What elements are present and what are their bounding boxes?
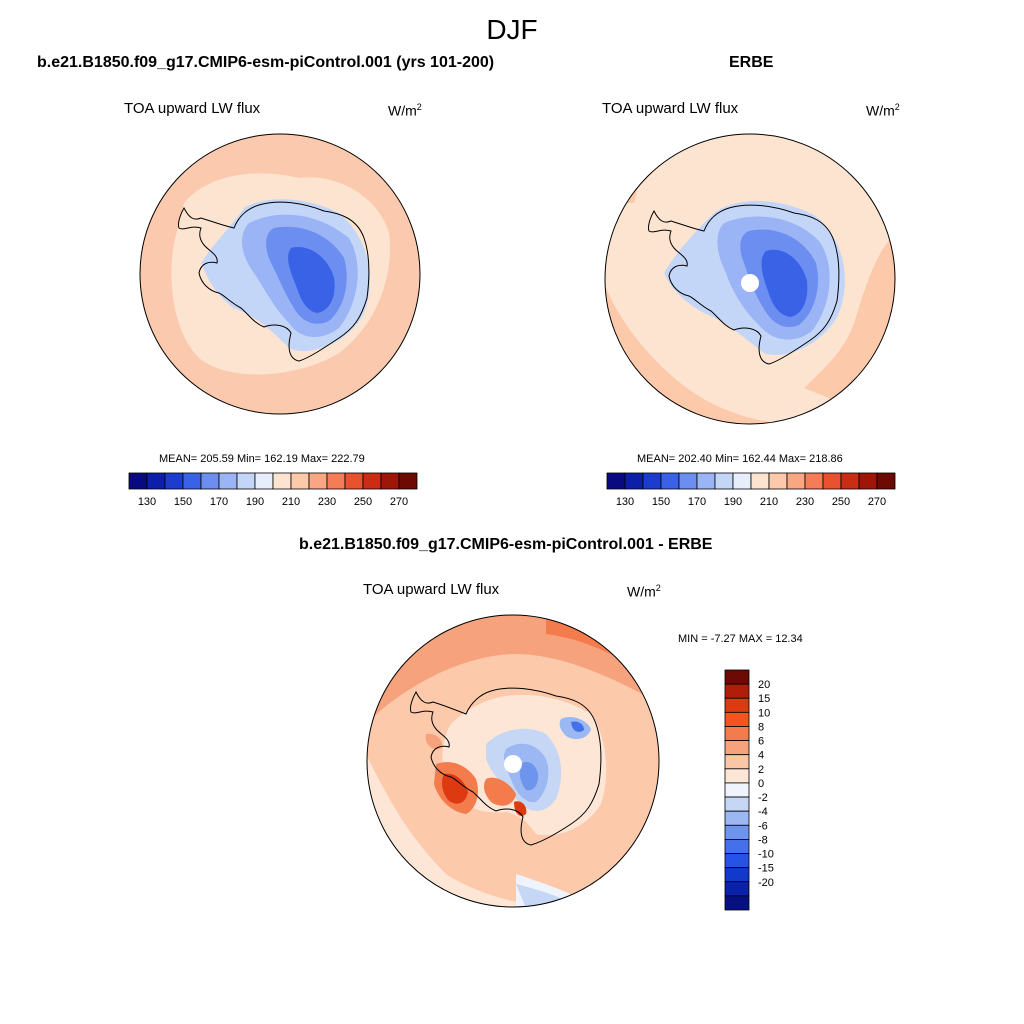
main-title: DJF [486,14,538,45]
colorbar-swatch [272,472,292,490]
colorbar-tick-label: 130 [138,496,156,508]
colorbar-swatch [326,472,346,490]
colorbar-swatch [768,472,788,490]
colorbar-swatch [182,472,202,490]
colorbar-tick-label: 230 [318,496,336,508]
colorbar-tick-label: 230 [796,496,814,508]
colorbar-tick-label: 210 [282,496,300,508]
right-variable-label: TOA upward LW flux [602,100,739,117]
colorbar-tick-label: 250 [354,496,372,508]
diff-variable-label: TOA upward LW flux [363,581,500,598]
right-panel-title: ERBE [729,54,774,71]
colorbar-swatch [724,839,750,854]
colorbar-tick-label: 8 [758,721,764,733]
colorbar-swatch [724,895,750,911]
right-polar-map [604,133,896,425]
colorbar-swatch [724,768,750,784]
colorbar-swatch [624,472,644,490]
colorbar-swatch [724,796,750,812]
colorbar-tick-label: 130 [616,496,634,508]
colorbar-swatch [200,472,220,490]
colorbar-swatch [290,472,310,490]
colorbar-tick-label: 150 [174,496,192,508]
colorbar-tick-label: 150 [652,496,670,508]
colorbar-tick-label: 190 [724,496,742,508]
colorbar-tick-label: -4 [758,806,768,818]
right-colorbar: 130 150 170 190 210 230 250 270 [606,472,896,508]
colorbar-swatch [724,740,750,756]
colorbar-swatch [660,472,680,490]
colorbar-swatch [724,683,750,699]
colorbar-swatch [146,472,166,490]
left-panel-title: b.e21.B1850.f09_g17.CMIP6-esm-piControl.… [37,54,495,71]
colorbar-tick-label: 170 [210,496,228,508]
colorbar-swatch [218,472,238,490]
diff-stats: MIN = -7.27 MAX = 12.34 [678,633,803,645]
colorbar-swatch [724,810,750,826]
right-stats: MEAN= 202.40 Min= 162.44 Max= 218.86 [637,453,843,465]
colorbar-tick-label: -8 [758,834,768,846]
colorbar-tick-label: 190 [246,496,264,508]
colorbar-swatch [128,472,148,490]
colorbar-tick-label: 4 [758,750,764,762]
colorbar-tick-label: 210 [760,496,778,508]
colorbar-swatch [724,867,750,883]
colorbar-swatch [344,472,364,490]
colorbar-tick-label: 20 [758,679,770,691]
colorbar-swatch [724,726,750,741]
left-polar-map [139,133,421,415]
colorbar-swatch [398,472,418,490]
colorbar-tick-label: 6 [758,736,764,748]
left-variable-label: TOA upward LW flux [124,100,261,117]
colorbar-swatch [804,472,824,490]
colorbar-swatch [724,697,750,713]
colorbar-swatch [254,472,274,490]
left-colorbar: 130 150 170 190 210 230 250 270 [128,472,418,508]
colorbar-tick-label: 270 [868,496,886,508]
colorbar-tick-label: 170 [688,496,706,508]
colorbar-tick-label: -2 [758,792,768,804]
colorbar-swatch [236,472,256,490]
colorbar-tick-label: 10 [758,707,770,719]
colorbar-swatch [696,472,716,490]
left-units: W/m2 [388,102,422,119]
colorbar-tick-label: 15 [758,693,770,705]
colorbar-swatch [876,472,896,490]
colorbar-swatch [678,472,698,490]
colorbar-swatch [732,472,752,490]
colorbar-swatch [858,472,878,490]
left-stats: MEAN= 205.59 Min= 162.19 Max= 222.79 [159,453,365,465]
colorbar-tick-label: -10 [758,849,774,861]
colorbar-swatch [724,853,750,869]
colorbar-swatch [380,472,400,490]
colorbar-swatch [822,472,842,490]
colorbar-swatch [724,669,750,685]
colorbar-tick-label: 250 [832,496,850,508]
colorbar-swatch [724,824,750,840]
colorbar-swatch [840,472,860,490]
colorbar-swatch [724,881,750,897]
colorbar-swatch [714,472,734,490]
colorbar-tick-label: 2 [758,764,764,776]
colorbar-tick-label: 0 [758,778,764,790]
colorbar-swatch [724,754,750,770]
colorbar-swatch [362,472,382,490]
colorbar-swatch [724,782,750,798]
colorbar-swatch [606,472,626,490]
colorbar-tick-label: 270 [390,496,408,508]
diff-polar-map [366,614,660,908]
colorbar-tick-label: -15 [758,863,774,875]
colorbar-swatch [786,472,806,490]
colorbar-tick-label: -20 [758,877,774,889]
colorbar-swatch [724,711,750,727]
colorbar-swatch [642,472,662,490]
diff-panel-title: b.e21.B1850.f09_g17.CMIP6-esm-piControl.… [299,536,713,553]
colorbar-swatch [164,472,184,490]
right-units: W/m2 [866,102,900,119]
colorbar-swatch [750,472,770,490]
colorbar-tick-label: -6 [758,820,768,832]
colorbar-swatch [308,472,328,490]
diff-units: W/m2 [627,583,661,600]
